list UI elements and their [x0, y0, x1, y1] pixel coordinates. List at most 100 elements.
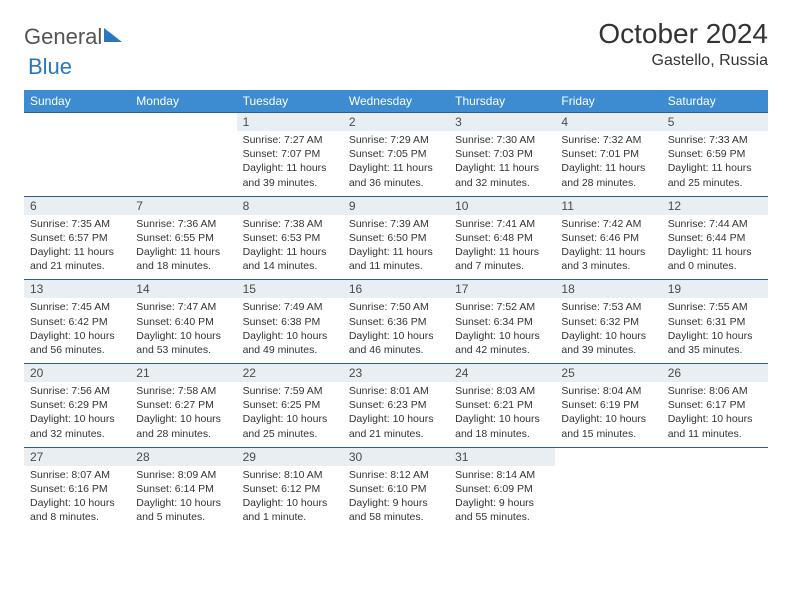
weekday-header: Tuesday	[237, 90, 343, 113]
day-number: 15	[237, 280, 343, 298]
day-details: Sunrise: 8:03 AMSunset: 6:21 PMDaylight:…	[449, 382, 555, 447]
day-number: 30	[343, 448, 449, 466]
day-number: 9	[343, 197, 449, 215]
calendar-cell: 18Sunrise: 7:53 AMSunset: 6:32 PMDayligh…	[555, 280, 661, 364]
day-number: 13	[24, 280, 130, 298]
calendar-cell: .	[130, 113, 236, 197]
day-number: 27	[24, 448, 130, 466]
day-details: Sunrise: 7:53 AMSunset: 6:32 PMDaylight:…	[555, 298, 661, 363]
calendar-cell: 11Sunrise: 7:42 AMSunset: 6:46 PMDayligh…	[555, 196, 661, 280]
weekday-header: Saturday	[662, 90, 768, 113]
day-number: 2	[343, 113, 449, 131]
calendar-cell: 10Sunrise: 7:41 AMSunset: 6:48 PMDayligh…	[449, 196, 555, 280]
day-details: Sunrise: 7:35 AMSunset: 6:57 PMDaylight:…	[24, 215, 130, 280]
weekday-header: Sunday	[24, 90, 130, 113]
calendar-cell: 6Sunrise: 7:35 AMSunset: 6:57 PMDaylight…	[24, 196, 130, 280]
calendar-cell: 26Sunrise: 8:06 AMSunset: 6:17 PMDayligh…	[662, 364, 768, 448]
day-details: Sunrise: 7:59 AMSunset: 6:25 PMDaylight:…	[237, 382, 343, 447]
calendar-cell: 17Sunrise: 7:52 AMSunset: 6:34 PMDayligh…	[449, 280, 555, 364]
calendar-cell: 15Sunrise: 7:49 AMSunset: 6:38 PMDayligh…	[237, 280, 343, 364]
day-number: 26	[662, 364, 768, 382]
day-number: 19	[662, 280, 768, 298]
day-details: Sunrise: 8:04 AMSunset: 6:19 PMDaylight:…	[555, 382, 661, 447]
day-details: Sunrise: 7:32 AMSunset: 7:01 PMDaylight:…	[555, 131, 661, 196]
calendar-cell: 5Sunrise: 7:33 AMSunset: 6:59 PMDaylight…	[662, 113, 768, 197]
day-number: 16	[343, 280, 449, 298]
calendar-cell: 22Sunrise: 7:59 AMSunset: 6:25 PMDayligh…	[237, 364, 343, 448]
day-number: 17	[449, 280, 555, 298]
month-title: October 2024	[598, 18, 768, 50]
weekday-header: Thursday	[449, 90, 555, 113]
brand-part1: General	[24, 24, 102, 50]
day-details: Sunrise: 7:30 AMSunset: 7:03 PMDaylight:…	[449, 131, 555, 196]
calendar-cell: 3Sunrise: 7:30 AMSunset: 7:03 PMDaylight…	[449, 113, 555, 197]
day-number: 3	[449, 113, 555, 131]
weekday-header: Monday	[130, 90, 236, 113]
weekday-header: Wednesday	[343, 90, 449, 113]
day-details: Sunrise: 7:42 AMSunset: 6:46 PMDaylight:…	[555, 215, 661, 280]
day-details: Sunrise: 8:14 AMSunset: 6:09 PMDaylight:…	[449, 466, 555, 531]
day-details: Sunrise: 7:52 AMSunset: 6:34 PMDaylight:…	[449, 298, 555, 363]
calendar-cell: 30Sunrise: 8:12 AMSunset: 6:10 PMDayligh…	[343, 447, 449, 530]
location-label: Gastello, Russia	[598, 52, 768, 70]
calendar-cell: 23Sunrise: 8:01 AMSunset: 6:23 PMDayligh…	[343, 364, 449, 448]
day-number: 11	[555, 197, 661, 215]
calendar-cell: 24Sunrise: 8:03 AMSunset: 6:21 PMDayligh…	[449, 364, 555, 448]
calendar-cell: 7Sunrise: 7:36 AMSunset: 6:55 PMDaylight…	[130, 196, 236, 280]
calendar-cell: 9Sunrise: 7:39 AMSunset: 6:50 PMDaylight…	[343, 196, 449, 280]
day-details: Sunrise: 7:58 AMSunset: 6:27 PMDaylight:…	[130, 382, 236, 447]
day-number: 10	[449, 197, 555, 215]
calendar-cell: 13Sunrise: 7:45 AMSunset: 6:42 PMDayligh…	[24, 280, 130, 364]
day-details: Sunrise: 7:36 AMSunset: 6:55 PMDaylight:…	[130, 215, 236, 280]
calendar-cell: 31Sunrise: 8:14 AMSunset: 6:09 PMDayligh…	[449, 447, 555, 530]
calendar-cell: 21Sunrise: 7:58 AMSunset: 6:27 PMDayligh…	[130, 364, 236, 448]
day-details: Sunrise: 7:41 AMSunset: 6:48 PMDaylight:…	[449, 215, 555, 280]
calendar-cell: 14Sunrise: 7:47 AMSunset: 6:40 PMDayligh…	[130, 280, 236, 364]
day-details: Sunrise: 8:10 AMSunset: 6:12 PMDaylight:…	[237, 466, 343, 531]
day-number: 24	[449, 364, 555, 382]
day-details: Sunrise: 7:47 AMSunset: 6:40 PMDaylight:…	[130, 298, 236, 363]
brand-part2: Blue	[28, 54, 72, 79]
day-number: 28	[130, 448, 236, 466]
day-number: 25	[555, 364, 661, 382]
day-number: 21	[130, 364, 236, 382]
calendar-cell: .	[555, 447, 661, 530]
day-details: Sunrise: 7:44 AMSunset: 6:44 PMDaylight:…	[662, 215, 768, 280]
day-number: 7	[130, 197, 236, 215]
brand-logo: General	[24, 24, 122, 50]
day-number: 12	[662, 197, 768, 215]
calendar-cell: 27Sunrise: 8:07 AMSunset: 6:16 PMDayligh…	[24, 447, 130, 530]
calendar-cell: 12Sunrise: 7:44 AMSunset: 6:44 PMDayligh…	[662, 196, 768, 280]
calendar-cell: 25Sunrise: 8:04 AMSunset: 6:19 PMDayligh…	[555, 364, 661, 448]
day-details: Sunrise: 7:55 AMSunset: 6:31 PMDaylight:…	[662, 298, 768, 363]
day-number: 4	[555, 113, 661, 131]
day-details: Sunrise: 7:39 AMSunset: 6:50 PMDaylight:…	[343, 215, 449, 280]
day-number: 29	[237, 448, 343, 466]
day-number: 6	[24, 197, 130, 215]
brand-triangle-icon	[104, 28, 122, 42]
day-number: 22	[237, 364, 343, 382]
day-details: Sunrise: 8:07 AMSunset: 6:16 PMDaylight:…	[24, 466, 130, 531]
day-number: 31	[449, 448, 555, 466]
day-details: Sunrise: 7:29 AMSunset: 7:05 PMDaylight:…	[343, 131, 449, 196]
weekday-header: Friday	[555, 90, 661, 113]
calendar-cell: .	[662, 447, 768, 530]
calendar-cell: 20Sunrise: 7:56 AMSunset: 6:29 PMDayligh…	[24, 364, 130, 448]
calendar-cell: .	[24, 113, 130, 197]
day-details: Sunrise: 7:33 AMSunset: 6:59 PMDaylight:…	[662, 131, 768, 196]
calendar-cell: 29Sunrise: 8:10 AMSunset: 6:12 PMDayligh…	[237, 447, 343, 530]
day-details: Sunrise: 8:06 AMSunset: 6:17 PMDaylight:…	[662, 382, 768, 447]
calendar-cell: 8Sunrise: 7:38 AMSunset: 6:53 PMDaylight…	[237, 196, 343, 280]
calendar-cell: 1Sunrise: 7:27 AMSunset: 7:07 PMDaylight…	[237, 113, 343, 197]
day-number: 20	[24, 364, 130, 382]
day-details: Sunrise: 7:38 AMSunset: 6:53 PMDaylight:…	[237, 215, 343, 280]
day-details: Sunrise: 8:12 AMSunset: 6:10 PMDaylight:…	[343, 466, 449, 531]
calendar-cell: 16Sunrise: 7:50 AMSunset: 6:36 PMDayligh…	[343, 280, 449, 364]
day-details: Sunrise: 7:27 AMSunset: 7:07 PMDaylight:…	[237, 131, 343, 196]
calendar-cell: 4Sunrise: 7:32 AMSunset: 7:01 PMDaylight…	[555, 113, 661, 197]
day-number: 8	[237, 197, 343, 215]
day-number: 5	[662, 113, 768, 131]
calendar-cell: 28Sunrise: 8:09 AMSunset: 6:14 PMDayligh…	[130, 447, 236, 530]
day-details: Sunrise: 7:56 AMSunset: 6:29 PMDaylight:…	[24, 382, 130, 447]
day-number: 1	[237, 113, 343, 131]
